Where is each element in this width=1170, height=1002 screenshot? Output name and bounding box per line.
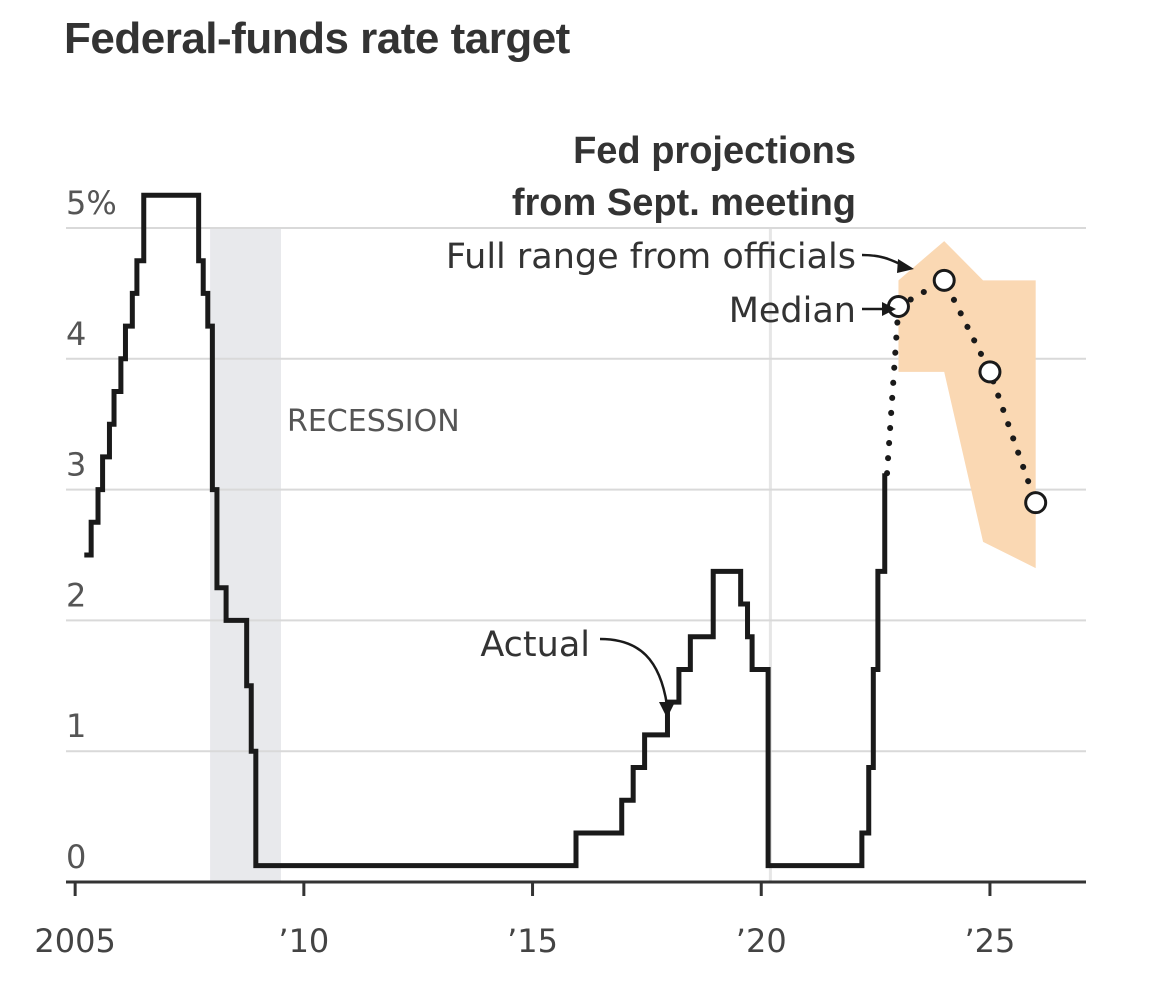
median-arrowhead (882, 302, 896, 316)
range-arrow (861, 253, 903, 267)
x-tick-label: ’15 (507, 922, 558, 960)
actual-arrow (599, 637, 669, 706)
projection-band-layer (898, 241, 1036, 569)
median-point (1024, 491, 1048, 515)
median-point (886, 294, 910, 318)
y-tick-label: 0 (66, 838, 86, 876)
actual-arrowhead (659, 702, 675, 718)
actual-label: Actual (480, 625, 590, 665)
y-tick-label: 2 (66, 576, 86, 614)
actual-rate-line (84, 192, 888, 869)
range-arrowhead (897, 259, 914, 273)
label-layer: RECESSION Fed projections from Sept. mee… (34, 130, 1015, 960)
recession-label: RECESSION (287, 404, 460, 439)
x-tick-label: ’10 (278, 922, 329, 960)
chart-title: Federal-funds rate target (64, 14, 570, 63)
y-tick-label: 4 (66, 315, 86, 353)
y-tick-label: 3 (66, 446, 86, 484)
y-tick-label: 5% (66, 184, 117, 222)
projections-title-line1: Fed projections (573, 130, 856, 172)
axis-layer (66, 880, 1086, 896)
y-tick-label: 1 (66, 707, 86, 745)
median-point (932, 268, 956, 292)
x-tick-label: ’20 (736, 922, 787, 960)
recession-shading (210, 228, 281, 882)
projection-range-band (898, 241, 1036, 569)
median-label: Median (729, 291, 856, 331)
median-point (978, 360, 1002, 384)
background-layer (210, 228, 772, 882)
x-tick-label: 2005 (34, 922, 115, 960)
x-tick-label: ’25 (965, 922, 1016, 960)
projections-title-line2: from Sept. meeting (512, 182, 856, 224)
full-range-label: Full range from officials (446, 237, 856, 277)
series-layer (84, 192, 1048, 869)
